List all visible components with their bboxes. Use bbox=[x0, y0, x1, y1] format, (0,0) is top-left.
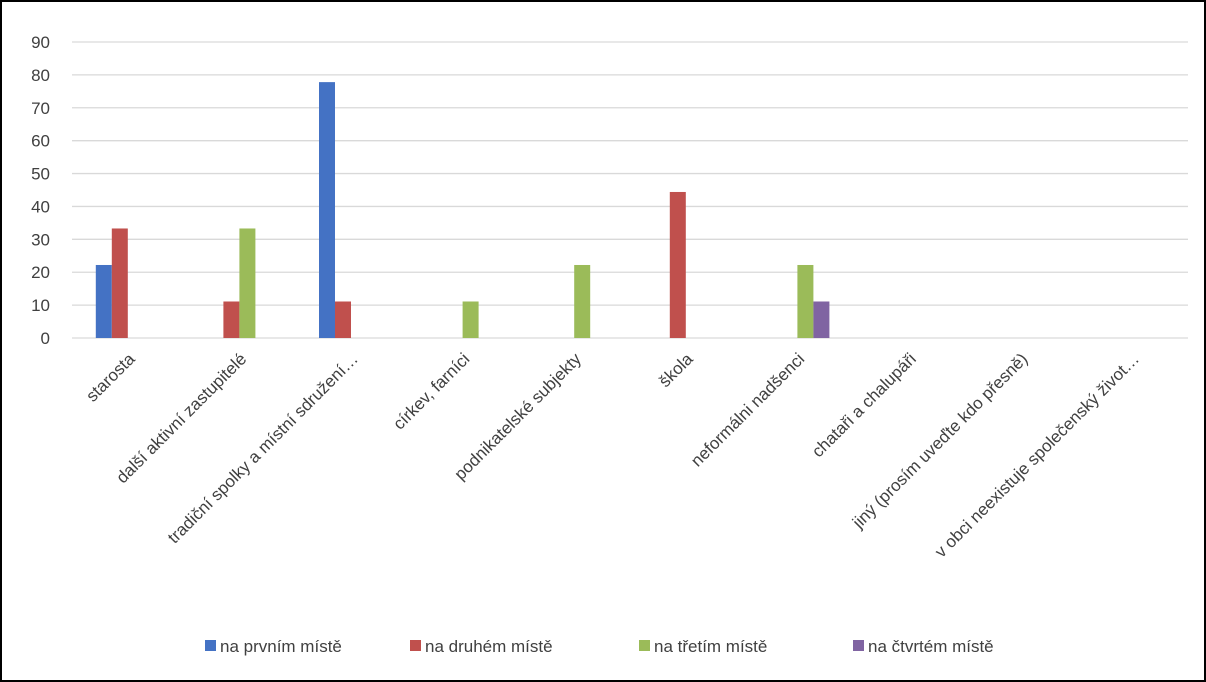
x-category-label: církev, farníci bbox=[389, 349, 473, 433]
legend-swatch bbox=[639, 640, 650, 651]
y-tick-label: 50 bbox=[31, 165, 50, 184]
bar bbox=[239, 228, 256, 338]
bar bbox=[574, 264, 591, 338]
legend-label: na druhém místě bbox=[425, 637, 553, 656]
bar bbox=[669, 191, 686, 338]
legend-label: na čtvrtém místě bbox=[868, 637, 994, 656]
bar bbox=[319, 82, 335, 338]
legend: na prvním místě na druhém místě na třetím … bbox=[205, 637, 994, 656]
y-tick-label: 80 bbox=[31, 66, 50, 85]
bar bbox=[462, 301, 479, 338]
y-tick-label: 30 bbox=[31, 230, 50, 249]
x-category-label: škola bbox=[655, 349, 697, 391]
y-tick-label: 20 bbox=[31, 263, 50, 282]
legend-label: na prvním místě bbox=[220, 637, 342, 656]
x-category-label: chataři a chalupáři bbox=[808, 349, 920, 461]
x-category-label: v obci neexistuje společenský život… bbox=[931, 349, 1143, 561]
x-category-label: jiný (prosím uveďte kdo přesně) bbox=[848, 349, 1031, 532]
bar bbox=[95, 264, 112, 338]
x-category-label: tradiční spolky a místní sdružení… bbox=[164, 349, 362, 547]
y-tick-label: 60 bbox=[31, 132, 50, 151]
legend-swatch bbox=[410, 640, 421, 651]
y-tick-label: 10 bbox=[31, 296, 50, 315]
x-category-label: starosta bbox=[82, 349, 139, 406]
bar bbox=[335, 301, 351, 338]
bar bbox=[813, 301, 830, 338]
legend-swatch bbox=[853, 640, 864, 651]
y-axis-tick-labels: 0 10 20 30 40 50 60 70 80 90 bbox=[31, 33, 50, 348]
bar bbox=[223, 301, 240, 338]
y-tick-label: 0 bbox=[41, 329, 50, 348]
gridlines bbox=[72, 41, 1188, 339]
bars bbox=[95, 82, 830, 338]
bar bbox=[797, 264, 814, 338]
legend-label: na třetím místě bbox=[654, 637, 767, 656]
x-category-label: podnikatelské subjekty bbox=[451, 349, 586, 484]
y-tick-label: 40 bbox=[31, 197, 50, 216]
y-tick-label: 70 bbox=[31, 99, 50, 118]
x-category-label: další aktivní zastupitelé bbox=[113, 349, 251, 487]
y-tick-label: 90 bbox=[31, 33, 50, 52]
legend-swatch bbox=[205, 640, 216, 651]
x-category-label: neformálni nadšenci bbox=[687, 349, 808, 470]
bar bbox=[111, 228, 128, 338]
